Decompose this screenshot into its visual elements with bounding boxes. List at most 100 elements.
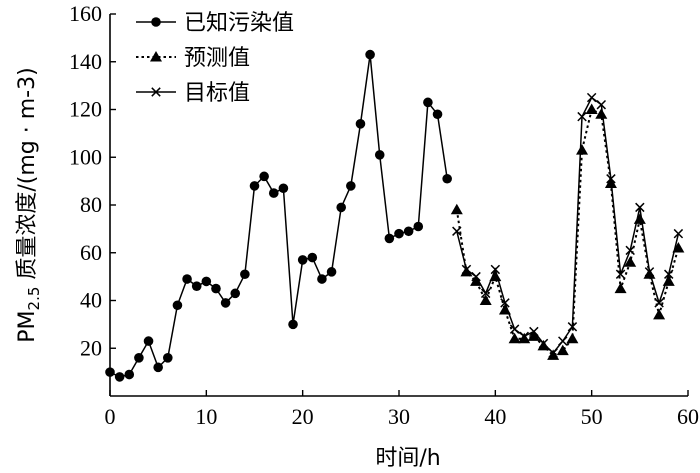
data-point-circle [105,367,115,377]
data-point-triangle [633,213,646,224]
data-point-cross [558,336,568,346]
data-point-cross [480,288,491,299]
data-point-cross [596,99,607,110]
chart-series-group [105,49,685,382]
x-tick-label: 40 [484,404,506,429]
data-point-circle [403,226,414,237]
data-point-circle [240,269,250,280]
data-point-triangle [653,308,666,320]
data-point-circle [230,288,241,299]
data-point-triangle [489,270,502,282]
data-point-circle [153,362,163,373]
data-point-circle [423,97,433,108]
data-point-circle [413,221,424,232]
y-axis-title-suffix: 质量浓度/(mg · m-3) [15,67,40,286]
data-point-circle [249,181,260,191]
data-point-triangle [585,103,598,114]
y-axis-title: PM2.5 质量浓度/(mg · m-3) [15,67,43,342]
y-tick-label: 20 [80,335,102,360]
series-cross [452,92,684,358]
series-triangle [450,103,685,360]
data-point-cross [673,228,684,239]
data-point-triangle [527,330,540,341]
data-point-circle [151,17,161,27]
data-point-triangle [556,344,569,356]
data-point-triangle [643,268,656,279]
y-tick-label: 80 [80,192,102,217]
data-point-cross [577,111,587,122]
series-line-triangle [455,108,680,357]
series-circle [105,49,452,382]
data-point-triangle [537,339,550,351]
data-point-triangle [479,294,492,305]
data-point-triangle [614,282,627,294]
data-point-circle [365,49,375,60]
y-axis-title-prefix: PM [15,310,40,342]
data-point-cross [567,322,578,332]
data-point-triangle [672,241,685,253]
data-point-circle [143,336,154,346]
data-point-circle [259,171,269,182]
data-point-circle [288,319,298,330]
data-point-circle [317,274,327,284]
data-point-circle [355,119,366,129]
data-point-circle [268,188,279,198]
data-point-circle [124,369,135,380]
data-point-triangle [662,275,675,286]
data-point-cross [509,324,520,334]
data-point-circle [346,181,356,191]
data-point-triangle [460,265,473,277]
legend-label-circle: 已知污染值 [184,11,294,36]
x-tick-label: 30 [388,404,410,429]
data-point-circle [432,109,443,120]
y-tick-label: 120 [69,97,102,122]
data-point-triangle [470,275,483,286]
data-point-triangle [566,332,579,344]
data-point-circle [374,150,385,160]
x-tick-label: 60 [677,404,699,429]
data-point-triangle [508,332,521,344]
legend-label-cross: 目标值 [184,81,250,106]
data-point-circle [134,353,144,363]
y-tick-label: 40 [80,288,102,313]
data-point-cross [586,92,597,103]
data-point-cross [490,264,501,275]
data-point-triangle [604,177,617,189]
x-tick-label: 10 [195,404,217,429]
y-tick-label: 100 [69,144,102,169]
data-point-circle [326,267,337,277]
data-point-triangle [150,51,162,62]
data-point-circle [384,233,395,244]
data-point-triangle [547,349,560,360]
data-point-triangle [498,304,511,315]
data-point-circle [442,173,452,184]
y-axis-title-subscript: 2.5 [25,287,43,311]
x-axis-title: 时间/h [375,446,440,471]
data-point-circle [278,183,289,194]
data-point-triangle [450,203,463,215]
data-point-circle [307,252,318,263]
data-point-circle [336,202,347,213]
y-tick-label: 60 [80,240,102,265]
legend-label-triangle: 预测值 [184,46,250,71]
data-point-cross [635,202,645,213]
data-point-circle [114,372,125,382]
chart-axes: 0 10 20 30 40 50 60 20 40 60 80 100 120 140 160 [69,1,699,429]
data-point-triangle [518,332,531,344]
data-point-cross [151,87,161,97]
data-point-circle [172,300,183,311]
data-point-circle [394,228,404,239]
data-point-circle [163,353,173,363]
data-point-circle [191,281,202,291]
data-point-circle [211,283,221,294]
data-point-circle [201,276,212,287]
data-point-cross [615,269,626,279]
x-tick-label: 20 [292,404,314,429]
series-line-circle [109,54,448,378]
data-point-circle [297,255,308,265]
series-line-cross [456,96,680,355]
data-point-circle [182,274,192,284]
data-point-circle [220,298,231,308]
